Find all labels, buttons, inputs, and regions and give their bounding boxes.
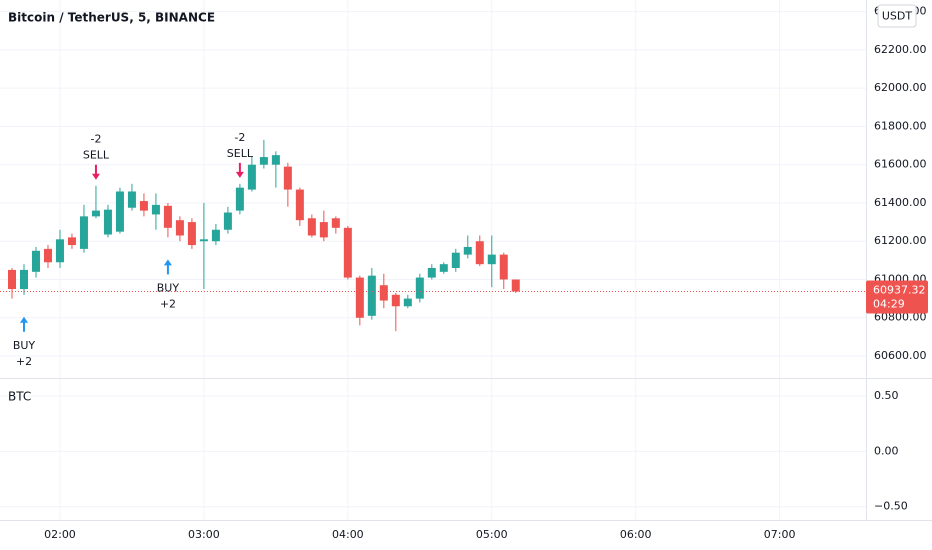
candle-body	[379, 285, 388, 301]
candle-body	[307, 218, 316, 236]
y-tick-label: 62200.00	[874, 43, 927, 56]
signal-side: SELL	[227, 147, 254, 160]
candle-body	[187, 222, 196, 246]
candle-body	[7, 269, 16, 290]
candle-body	[283, 166, 292, 190]
candle-body	[151, 204, 160, 215]
candle-body	[463, 246, 472, 255]
y-tick-label: 0.50	[874, 389, 899, 402]
candle-body	[403, 298, 412, 307]
x-tick-label: 04:00	[332, 528, 364, 541]
candle-body	[487, 254, 496, 265]
candle-body	[391, 294, 400, 307]
candle-body	[43, 248, 52, 263]
candle-body	[175, 220, 184, 236]
chart-title: Bitcoin / TetherUS, 5, BINANCE	[8, 11, 215, 25]
candle-body	[19, 269, 28, 290]
candle-body	[115, 191, 124, 232]
y-tick-label: 60800.00	[874, 311, 927, 324]
candle-body	[139, 201, 148, 211]
candle-body	[271, 155, 280, 165]
currency[interactable]: USDT	[882, 10, 913, 23]
countdown: 04:29	[873, 297, 905, 310]
candle-body	[415, 277, 424, 299]
price-label-box	[866, 280, 928, 314]
y-tick-label: 0.00	[874, 444, 899, 457]
candle-body	[199, 239, 208, 242]
candle-body	[211, 229, 220, 242]
x-tick-label: 07:00	[764, 528, 796, 541]
candle-body	[295, 189, 304, 221]
candle-body	[67, 237, 76, 246]
y-tick-label: 62000.00	[874, 81, 927, 94]
price-label: 60937.32	[873, 283, 926, 296]
signal-side: BUY	[13, 339, 36, 352]
y-tick-label: 60600.00	[874, 349, 927, 362]
buy-arrow	[19, 316, 28, 332]
x-tick-label: 06:00	[620, 528, 652, 541]
labels: 02:00 03:00 04:00 05:00 06:00 07:00 60600.00 60…	[44, 5, 928, 541]
candle-body	[79, 216, 88, 249]
currency-button[interactable]	[877, 4, 917, 28]
y-tick-label: 61600.00	[874, 158, 927, 171]
signal-qty: +2	[16, 355, 32, 368]
candle-body	[247, 164, 256, 190]
sell-arrow	[235, 162, 244, 178]
candle-body	[499, 254, 508, 280]
y-tick-label: 61200.00	[874, 234, 927, 247]
candle-body	[55, 239, 64, 263]
candle-body	[427, 268, 436, 278]
candle-body	[475, 241, 484, 265]
signal-qty: -2	[234, 131, 245, 144]
sell-arrow	[91, 164, 100, 180]
candle-body	[331, 218, 340, 228]
candle-body	[367, 275, 376, 316]
pane-title: BTC	[8, 390, 31, 404]
candle-body	[91, 210, 100, 217]
candle-body	[259, 157, 268, 165]
candle-body	[163, 205, 172, 228]
candle-body	[31, 250, 40, 272]
signal-qty: +2	[160, 297, 176, 310]
candle-body	[355, 277, 364, 318]
y-tick-label: 61400.00	[874, 196, 927, 209]
candle-body	[235, 187, 244, 211]
buy-arrow	[163, 259, 172, 275]
y-tick-label: −0.50	[874, 500, 908, 513]
candle-body	[511, 279, 520, 292]
signal-qty: -2	[90, 133, 101, 146]
signal-side: SELL	[83, 149, 110, 162]
marks: BUY +2 SELL -2 BUY +2 SELL -2	[0, 131, 866, 368]
candle-body	[319, 222, 328, 238]
signal-side: BUY	[157, 281, 180, 294]
candle-body	[223, 212, 232, 230]
x-tick-label: 05:00	[476, 528, 508, 541]
x-tick-label: 03:00	[188, 528, 220, 541]
candle-body	[439, 264, 448, 272]
candle-body	[127, 191, 136, 208]
candle-body	[103, 209, 112, 235]
x-tick-label: 02:00	[44, 528, 76, 541]
candle-body	[343, 227, 352, 278]
candle-body	[451, 252, 460, 269]
y-tick-label: 61800.00	[874, 119, 927, 132]
